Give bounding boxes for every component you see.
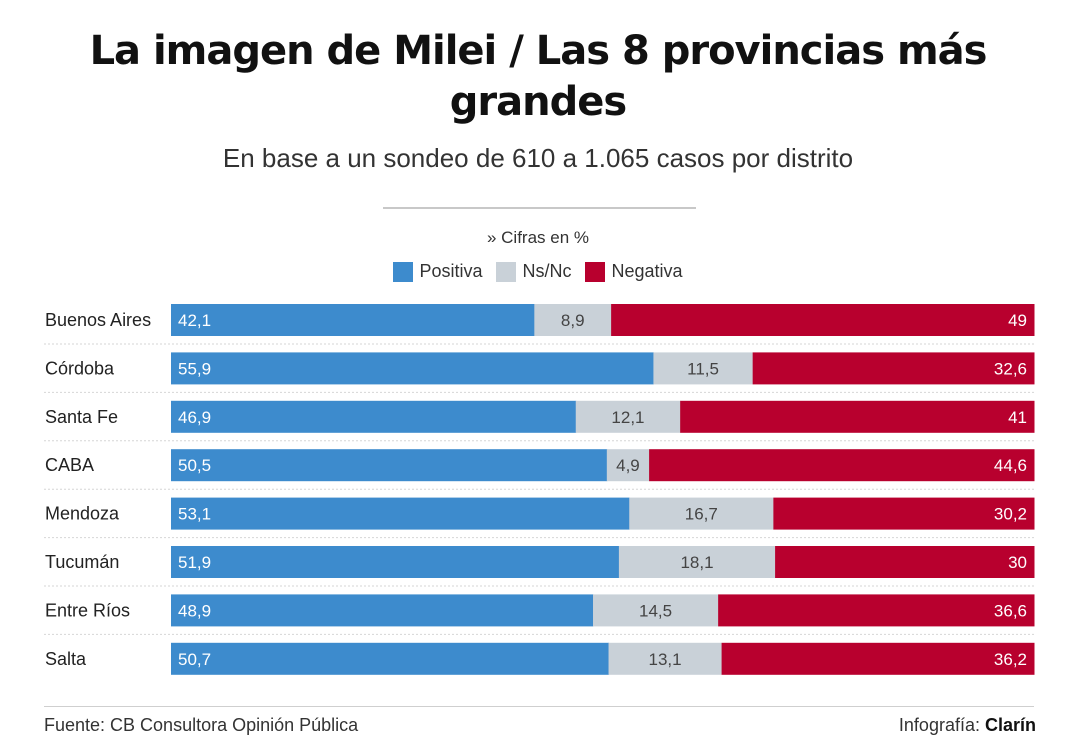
data-label-negativa-caba: 44,6 <box>994 456 1027 475</box>
data-label-nsnc-salta: 13,1 <box>649 650 682 669</box>
category-label-entre-rios: Entre Ríos <box>45 600 130 620</box>
bar-negativa-buenos-aires <box>611 304 1035 336</box>
bar-negativa-tucuman <box>775 546 1035 578</box>
data-label-positiva-caba: 50,5 <box>178 456 211 475</box>
legend-label-negativa: Negativa <box>611 261 683 281</box>
bar-positiva-mendoza <box>171 497 630 530</box>
legend-item-nsnc: Ns/Nc <box>496 261 571 282</box>
data-label-nsnc-cordoba: 11,5 <box>687 359 719 378</box>
data-label-negativa-salta: 36,2 <box>994 650 1027 669</box>
data-label-nsnc-tucuman: 18,1 <box>680 553 713 572</box>
bar-positiva-tucuman <box>171 546 620 578</box>
legend-item-negativa: Negativa <box>585 261 683 282</box>
data-label-negativa-santa-fe: 41 <box>1008 408 1027 427</box>
credit-brand: Clarín <box>984 715 1036 735</box>
bar-nsnc-cordoba <box>653 352 754 385</box>
legend: Positiva Ns/Nc Negativa <box>0 261 1076 282</box>
bar-nsnc-buenos-aires <box>534 304 612 336</box>
data-label-negativa-tucuman: 30 <box>1008 553 1027 572</box>
data-label-positiva-santa-fe: 46,9 <box>178 408 211 427</box>
source-note: Fuente: CB Consultora Opinión Pública <box>44 715 359 735</box>
data-label-positiva-buenos-aires: 42,1 <box>178 311 211 330</box>
data-label-positiva-mendoza: 53,1 <box>178 505 211 524</box>
legend-swatch-positiva <box>393 261 414 282</box>
data-label-nsnc-entre-rios: 14,5 <box>639 601 672 620</box>
category-label-tucuman: Tucumán <box>45 552 119 572</box>
legend-swatch-negativa <box>585 261 606 282</box>
data-label-nsnc-buenos-aires: 8,9 <box>561 311 585 330</box>
bar-nsnc-santa-fe <box>575 400 681 433</box>
data-label-positiva-tucuman: 51,9 <box>178 553 211 572</box>
data-label-negativa-cordoba: 32,6 <box>994 359 1027 378</box>
category-label-buenos-aires: Buenos Aires <box>45 310 151 330</box>
chart-subtitle: En base a un sondeo de 610 a 1.065 casos… <box>222 143 854 173</box>
data-label-nsnc-santa-fe: 12,1 <box>611 408 644 427</box>
bar-positiva-entre-rios <box>171 594 594 627</box>
legend-swatch-nsnc <box>496 261 517 282</box>
category-label-caba: CABA <box>45 455 94 475</box>
bar-nsnc-salta <box>608 642 723 675</box>
data-label-positiva-cordoba: 55,9 <box>178 359 211 378</box>
bar-positiva-buenos-aires <box>171 304 535 336</box>
footer-divider <box>44 706 1034 707</box>
title-divider <box>383 207 696 209</box>
bar-negativa-mendoza <box>773 497 1035 530</box>
bar-negativa-caba <box>649 449 1035 482</box>
category-label-salta: Salta <box>45 649 87 669</box>
data-label-nsnc-mendoza: 16,7 <box>685 505 718 524</box>
data-label-positiva-salta: 50,7 <box>178 650 211 669</box>
bar-nsnc-entre-rios <box>593 594 719 627</box>
category-label-santa-fe: Santa Fe <box>45 407 118 427</box>
data-label-positiva-entre-rios: 48,9 <box>178 601 211 620</box>
legend-item-positiva: Positiva <box>393 261 482 282</box>
data-label-negativa-mendoza: 30,2 <box>994 505 1027 524</box>
credit-prefix: Infografía: <box>898 715 985 735</box>
bar-negativa-salta <box>721 642 1035 675</box>
data-label-negativa-entre-rios: 36,6 <box>994 601 1027 620</box>
category-label-cordoba: Córdoba <box>45 358 115 378</box>
credit: Infografía: Clarín <box>899 715 1036 736</box>
bar-nsnc-mendoza <box>629 497 774 530</box>
chart-title: La imagen de Milei / Las 8 provincias má… <box>89 28 988 125</box>
bar-nsnc-caba <box>606 449 650 482</box>
bar-negativa-santa-fe <box>680 400 1035 433</box>
bar-negativa-cordoba <box>752 352 1035 385</box>
bar-positiva-cordoba <box>171 352 654 385</box>
units-note: » Cifras en % <box>486 228 590 247</box>
bar-positiva-santa-fe <box>171 400 577 433</box>
bar-positiva-salta <box>171 642 610 675</box>
bar-positiva-caba <box>171 449 608 482</box>
data-label-negativa-buenos-aires: 49 <box>1008 311 1027 330</box>
bar-negativa-entre-rios <box>718 594 1035 627</box>
category-label-mendoza: Mendoza <box>45 504 120 524</box>
data-label-nsnc-caba: 4,9 <box>616 456 640 475</box>
legend-label-nsnc: Ns/Nc <box>522 261 572 281</box>
legend-label-positiva: Positiva <box>419 261 483 281</box>
bar-nsnc-tucuman <box>618 546 776 578</box>
